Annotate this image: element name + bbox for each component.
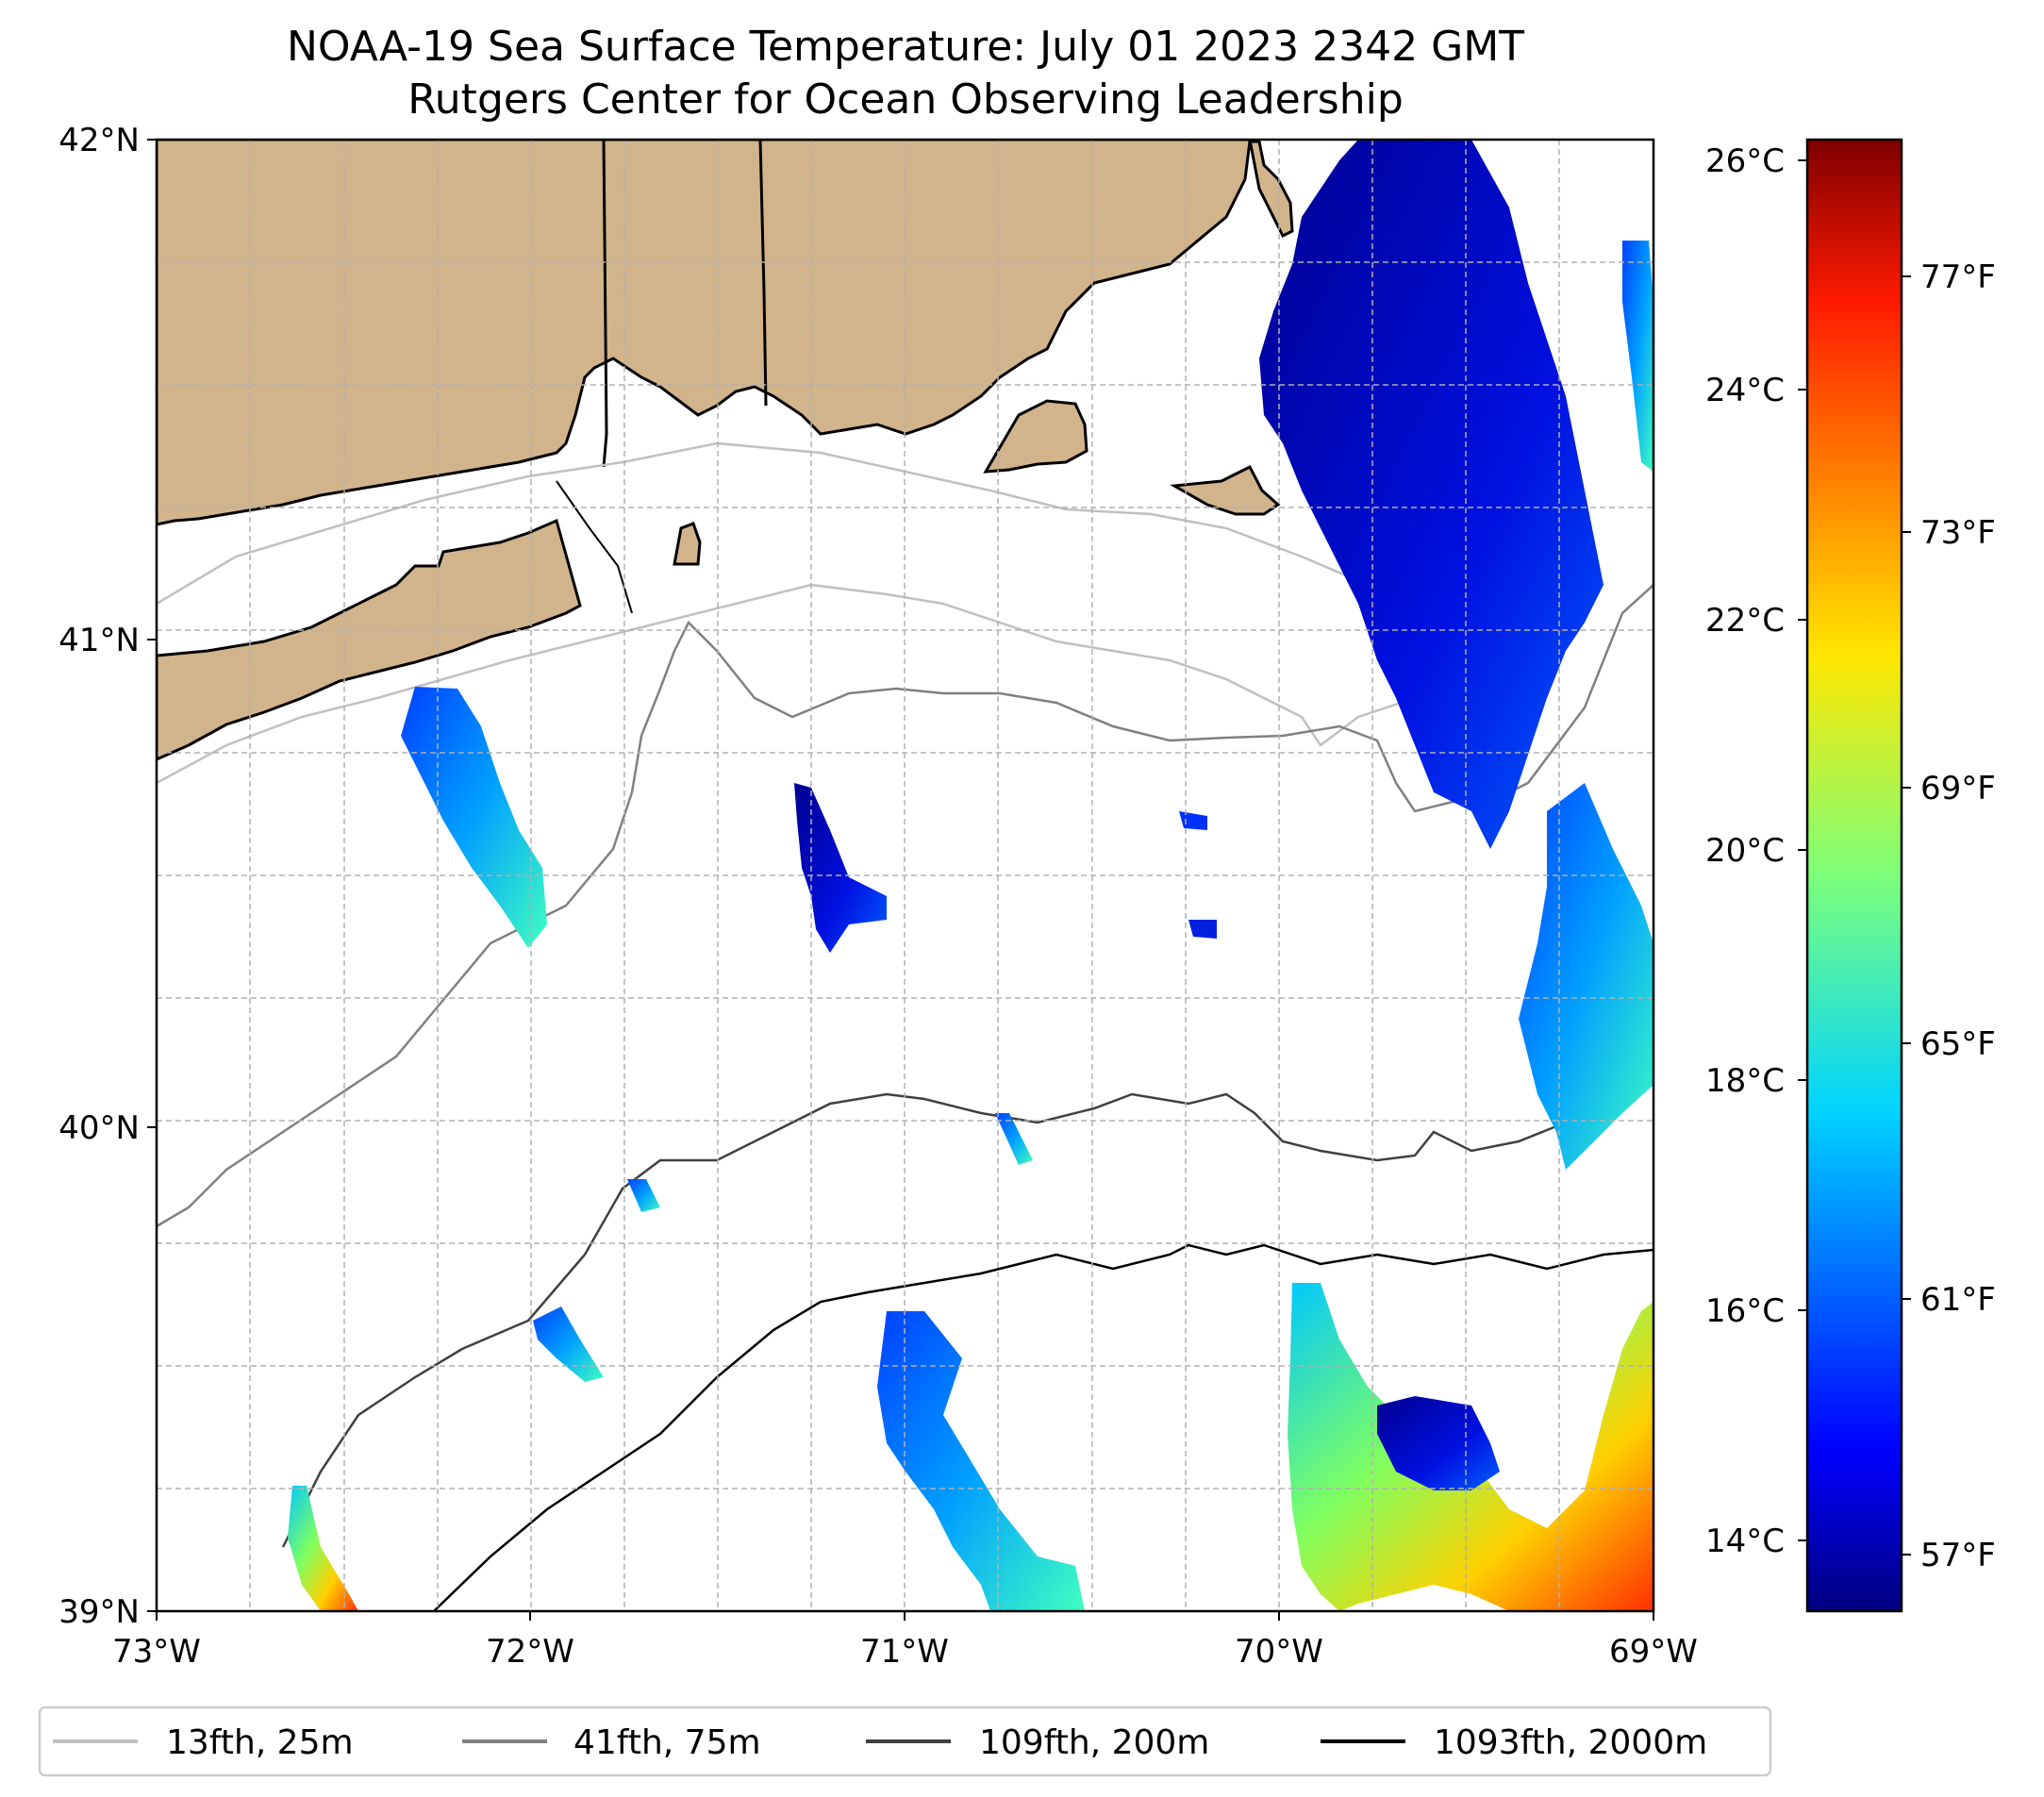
title-line-2: Rutgers Center for Ocean Observing Leade…: [407, 75, 1404, 124]
land-block-island: [673, 522, 702, 566]
title-line-1: NOAA-19 Sea Surface Temperature: July 01…: [287, 23, 1524, 71]
land-marthas-vineyard: [983, 399, 1088, 474]
isobath-2000m: [433, 1243, 1653, 1611]
lat-tick-42: 42°N: [58, 122, 140, 159]
lon-tick-71: 71°W: [860, 1633, 949, 1671]
cb-f-57: 57°F: [1920, 1537, 1996, 1574]
legend: 13fth, 25m 41fth, 75m 109fth, 200m 1093f…: [38, 1705, 1772, 1777]
cb-c-24: 24°C: [1705, 372, 1785, 409]
sst-patch-tiny-4: [1188, 920, 1217, 939]
state-border-ri-ma: [758, 140, 768, 407]
lon-tick-73: 73°W: [112, 1633, 201, 1671]
sst-patch-tiny-2: [995, 1113, 1033, 1165]
lat-tick-41: 41°N: [58, 622, 140, 659]
sst-patch-tiny-3: [1179, 811, 1207, 830]
state-border-ny: [556, 480, 633, 614]
colorbar: 26°C 24°C 22°C 20°C 18°C 16°C 14°C 77°F …: [1705, 138, 1996, 1613]
sst-patch-southeast-cold: [1377, 1396, 1500, 1490]
cb-f-73: 73°F: [1920, 514, 1996, 552]
cb-f-69: 69°F: [1920, 770, 1996, 807]
cb-c-26: 26°C: [1705, 142, 1785, 180]
legend-label-200m: 109fth, 200m: [979, 1723, 1209, 1762]
cb-c-20: 20°C: [1705, 832, 1785, 870]
legend-label-75m: 41fth, 75m: [573, 1723, 761, 1762]
lat-axis: 42°N 41°N 40°N 39°N: [58, 122, 157, 1631]
sst-patch-southern-cyan: [877, 1311, 1085, 1611]
gridlines: [157, 140, 1653, 1611]
cb-f-65: 65°F: [1920, 1025, 1996, 1063]
lon-tick-69: 69°W: [1609, 1633, 1698, 1671]
land-new-england: [157, 140, 1294, 526]
lon-tick-70: 70°W: [1235, 1633, 1323, 1671]
lat-tick-40: 40°N: [58, 1109, 140, 1147]
legend-label-2000m: 1093fth, 2000m: [1434, 1723, 1707, 1762]
cb-c-18: 18°C: [1705, 1062, 1785, 1100]
isobath-25m: [157, 441, 1436, 785]
land-long-island: [157, 518, 582, 761]
isobath-200m: [281, 1046, 1653, 1548]
sst-patch-northeast: [1259, 140, 1604, 849]
cb-c-22: 22°C: [1705, 602, 1785, 640]
legend-label-25m: 13fth, 25m: [166, 1723, 354, 1762]
state-border-ct-ri: [602, 140, 608, 468]
sst-patch-southeast-warm: [1288, 1283, 1653, 1611]
sst-patch-tiny-1: [627, 1179, 660, 1212]
colorbar-gradient: [1805, 138, 1903, 1613]
cb-f-77: 77°F: [1920, 258, 1996, 296]
sst-patch-west-plume: [401, 687, 547, 948]
cb-f-61: 61°F: [1920, 1281, 1996, 1319]
cb-c-14: 14°C: [1705, 1522, 1785, 1560]
sst-patch-sw-small: [533, 1306, 604, 1382]
lon-axis: 73°W 72°W 71°W 70°W 69°W: [112, 1611, 1698, 1671]
cb-c-16: 16°C: [1705, 1292, 1785, 1330]
lon-tick-72: 72°W: [486, 1633, 574, 1671]
sst-patch-southeast-cyan: [1519, 783, 1653, 1170]
sst-patch-sw-strip: [288, 1486, 358, 1611]
sst-patch-central-blue: [794, 783, 887, 953]
sst-patch-east-edge: [1622, 241, 1653, 472]
lat-tick-39: 39°N: [58, 1593, 140, 1631]
